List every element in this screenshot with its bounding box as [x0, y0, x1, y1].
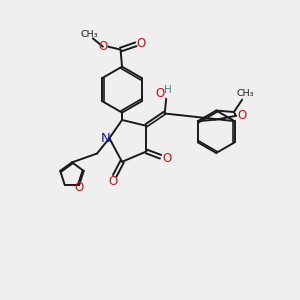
Text: O: O [108, 175, 117, 188]
Text: O: O [98, 40, 107, 52]
Text: CH₃: CH₃ [237, 89, 254, 98]
Text: H: H [164, 85, 172, 95]
Text: O: O [137, 37, 146, 50]
Text: O: O [237, 109, 246, 122]
Text: N: N [100, 132, 110, 145]
Text: O: O [163, 152, 172, 165]
Text: O: O [155, 87, 164, 100]
Text: O: O [75, 181, 84, 194]
Text: methyl: methyl [82, 34, 87, 35]
Text: CH₃: CH₃ [81, 30, 98, 39]
